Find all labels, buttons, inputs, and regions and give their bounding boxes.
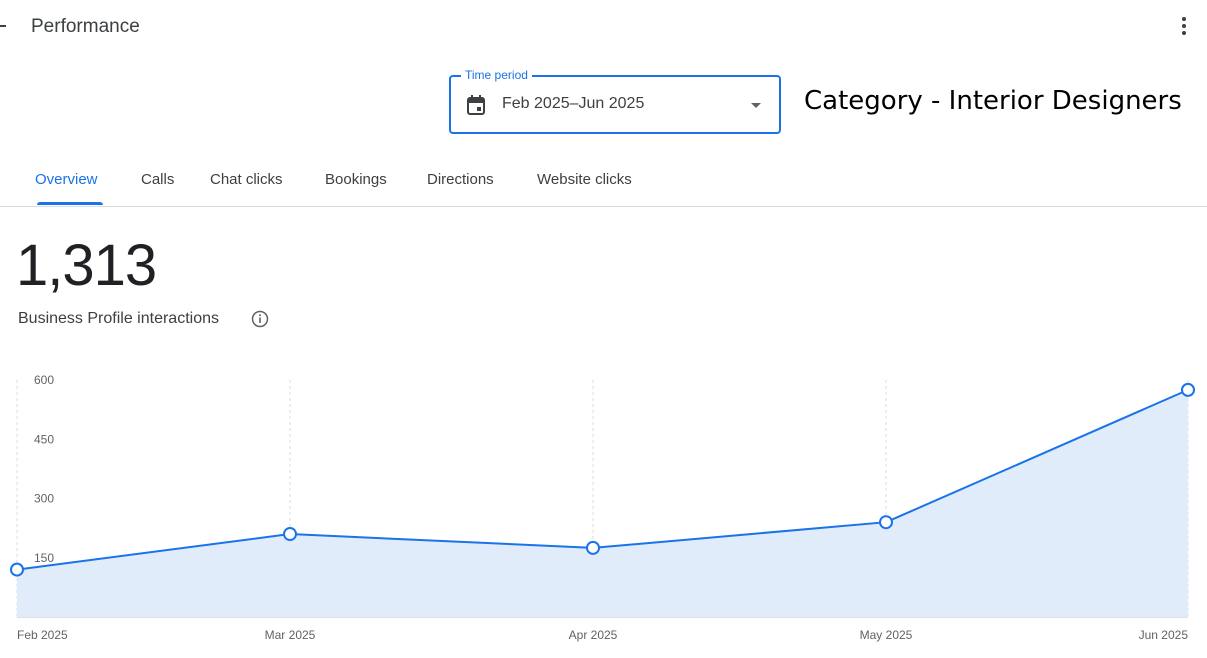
category-annotation: Category - Interior Designers [804,86,1182,116]
data-point [879,515,893,530]
tab-bar: Overview Calls Chat clicks Bookings Dire… [0,155,1207,207]
active-tab-indicator [37,202,103,205]
y-tick-label: 450 [34,432,54,446]
data-point [586,540,600,555]
info-icon[interactable] [251,310,269,328]
x-tick-label: Apr 2025 [569,628,618,642]
series-area [17,389,1188,617]
y-tick-label: 600 [34,373,54,387]
interactions-chart: 150 300 450 600 Feb 2025 Mar 2025 Apr 2025 May … [10,373,1195,642]
back-icon[interactable] [0,25,6,27]
time-period-label: Time period [461,68,532,82]
more-vert-icon[interactable] [1177,15,1191,39]
y-tick-label: 150 [34,551,54,565]
data-point [1181,382,1195,397]
x-tick-label: Jun 2025 [1139,628,1189,642]
arrow-drop-down-icon [751,103,761,108]
x-tick-label: Mar 2025 [265,628,316,642]
tab-directions[interactable]: Directions [427,171,494,188]
interactions-label: Business Profile interactions [18,310,219,327]
performance-header: Performance [0,0,1207,56]
tab-calls[interactable]: Calls [141,171,175,188]
tab-overview[interactable]: Overview [35,171,98,188]
tab-bookings[interactable]: Bookings [325,171,387,188]
y-tick-label: 300 [34,492,54,506]
tab-chat-clicks[interactable]: Chat clicks [210,171,283,188]
page-title: Performance [31,16,140,37]
tab-website-clicks[interactable]: Website clicks [537,171,632,188]
interactions-total: 1,313 [16,233,157,298]
calendar-icon [467,95,485,115]
time-period-value: Feb 2025–Jun 2025 [502,95,645,112]
time-period-select[interactable]: Time period Feb 2025–Jun 2025 [449,68,781,134]
data-point [10,562,24,577]
x-tick-label: Feb 2025 [17,628,68,642]
x-tick-label: May 2025 [860,628,913,642]
data-point [283,527,297,542]
